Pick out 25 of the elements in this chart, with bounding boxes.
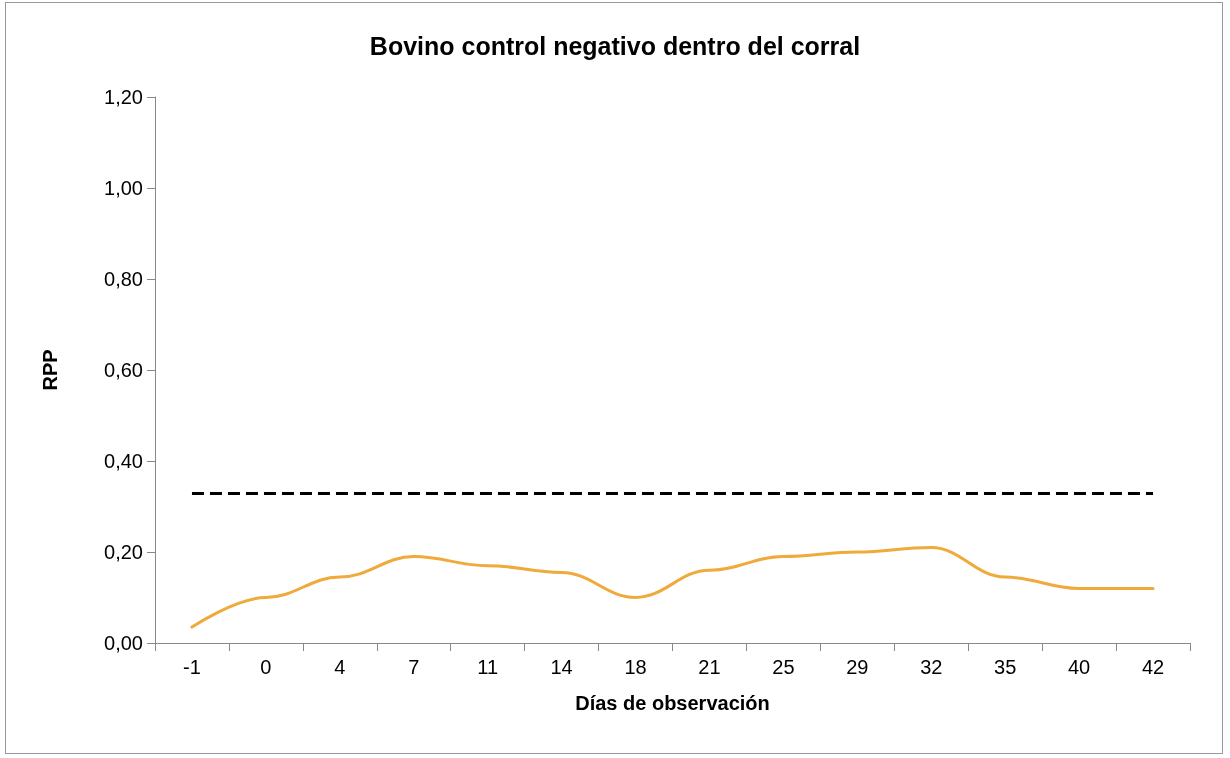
y-tick-label: 1,00 bbox=[104, 177, 143, 199]
x-tick-label: 21 bbox=[698, 656, 721, 678]
y-tick-label: 0,00 bbox=[104, 632, 143, 654]
x-tick-label: 14 bbox=[550, 656, 573, 678]
x-tick-label: 42 bbox=[1141, 656, 1165, 678]
chart-title: Bovino control negativo dentro del corral bbox=[369, 31, 861, 60]
x-tick-label: 7 bbox=[408, 656, 420, 678]
y-tick-label: 0,20 bbox=[104, 541, 143, 563]
x-tick-label: 0 bbox=[260, 656, 272, 678]
x-tick-label: 29 bbox=[846, 656, 869, 678]
x-tick-label: 18 bbox=[624, 656, 647, 678]
y-axis-title: RPP bbox=[39, 349, 61, 391]
x-tick-label: -1 bbox=[183, 656, 201, 678]
x-tick-label: 11 bbox=[477, 656, 499, 678]
line-series bbox=[190, 545, 1155, 629]
y-tick-label: 0,80 bbox=[104, 268, 143, 290]
x-tick-label: 32 bbox=[920, 656, 943, 678]
y-tick-label: 1,20 bbox=[104, 86, 143, 108]
y-tick-label: 0,60 bbox=[104, 359, 143, 381]
x-tick-label: 4 bbox=[334, 656, 346, 678]
x-tick-label: 40 bbox=[1067, 656, 1091, 678]
x-tick-label: 25 bbox=[772, 656, 795, 678]
x-axis-title: Días de observación bbox=[575, 692, 770, 714]
x-tick-label: 35 bbox=[994, 656, 1017, 678]
y-tick-label: 0,40 bbox=[104, 450, 143, 472]
